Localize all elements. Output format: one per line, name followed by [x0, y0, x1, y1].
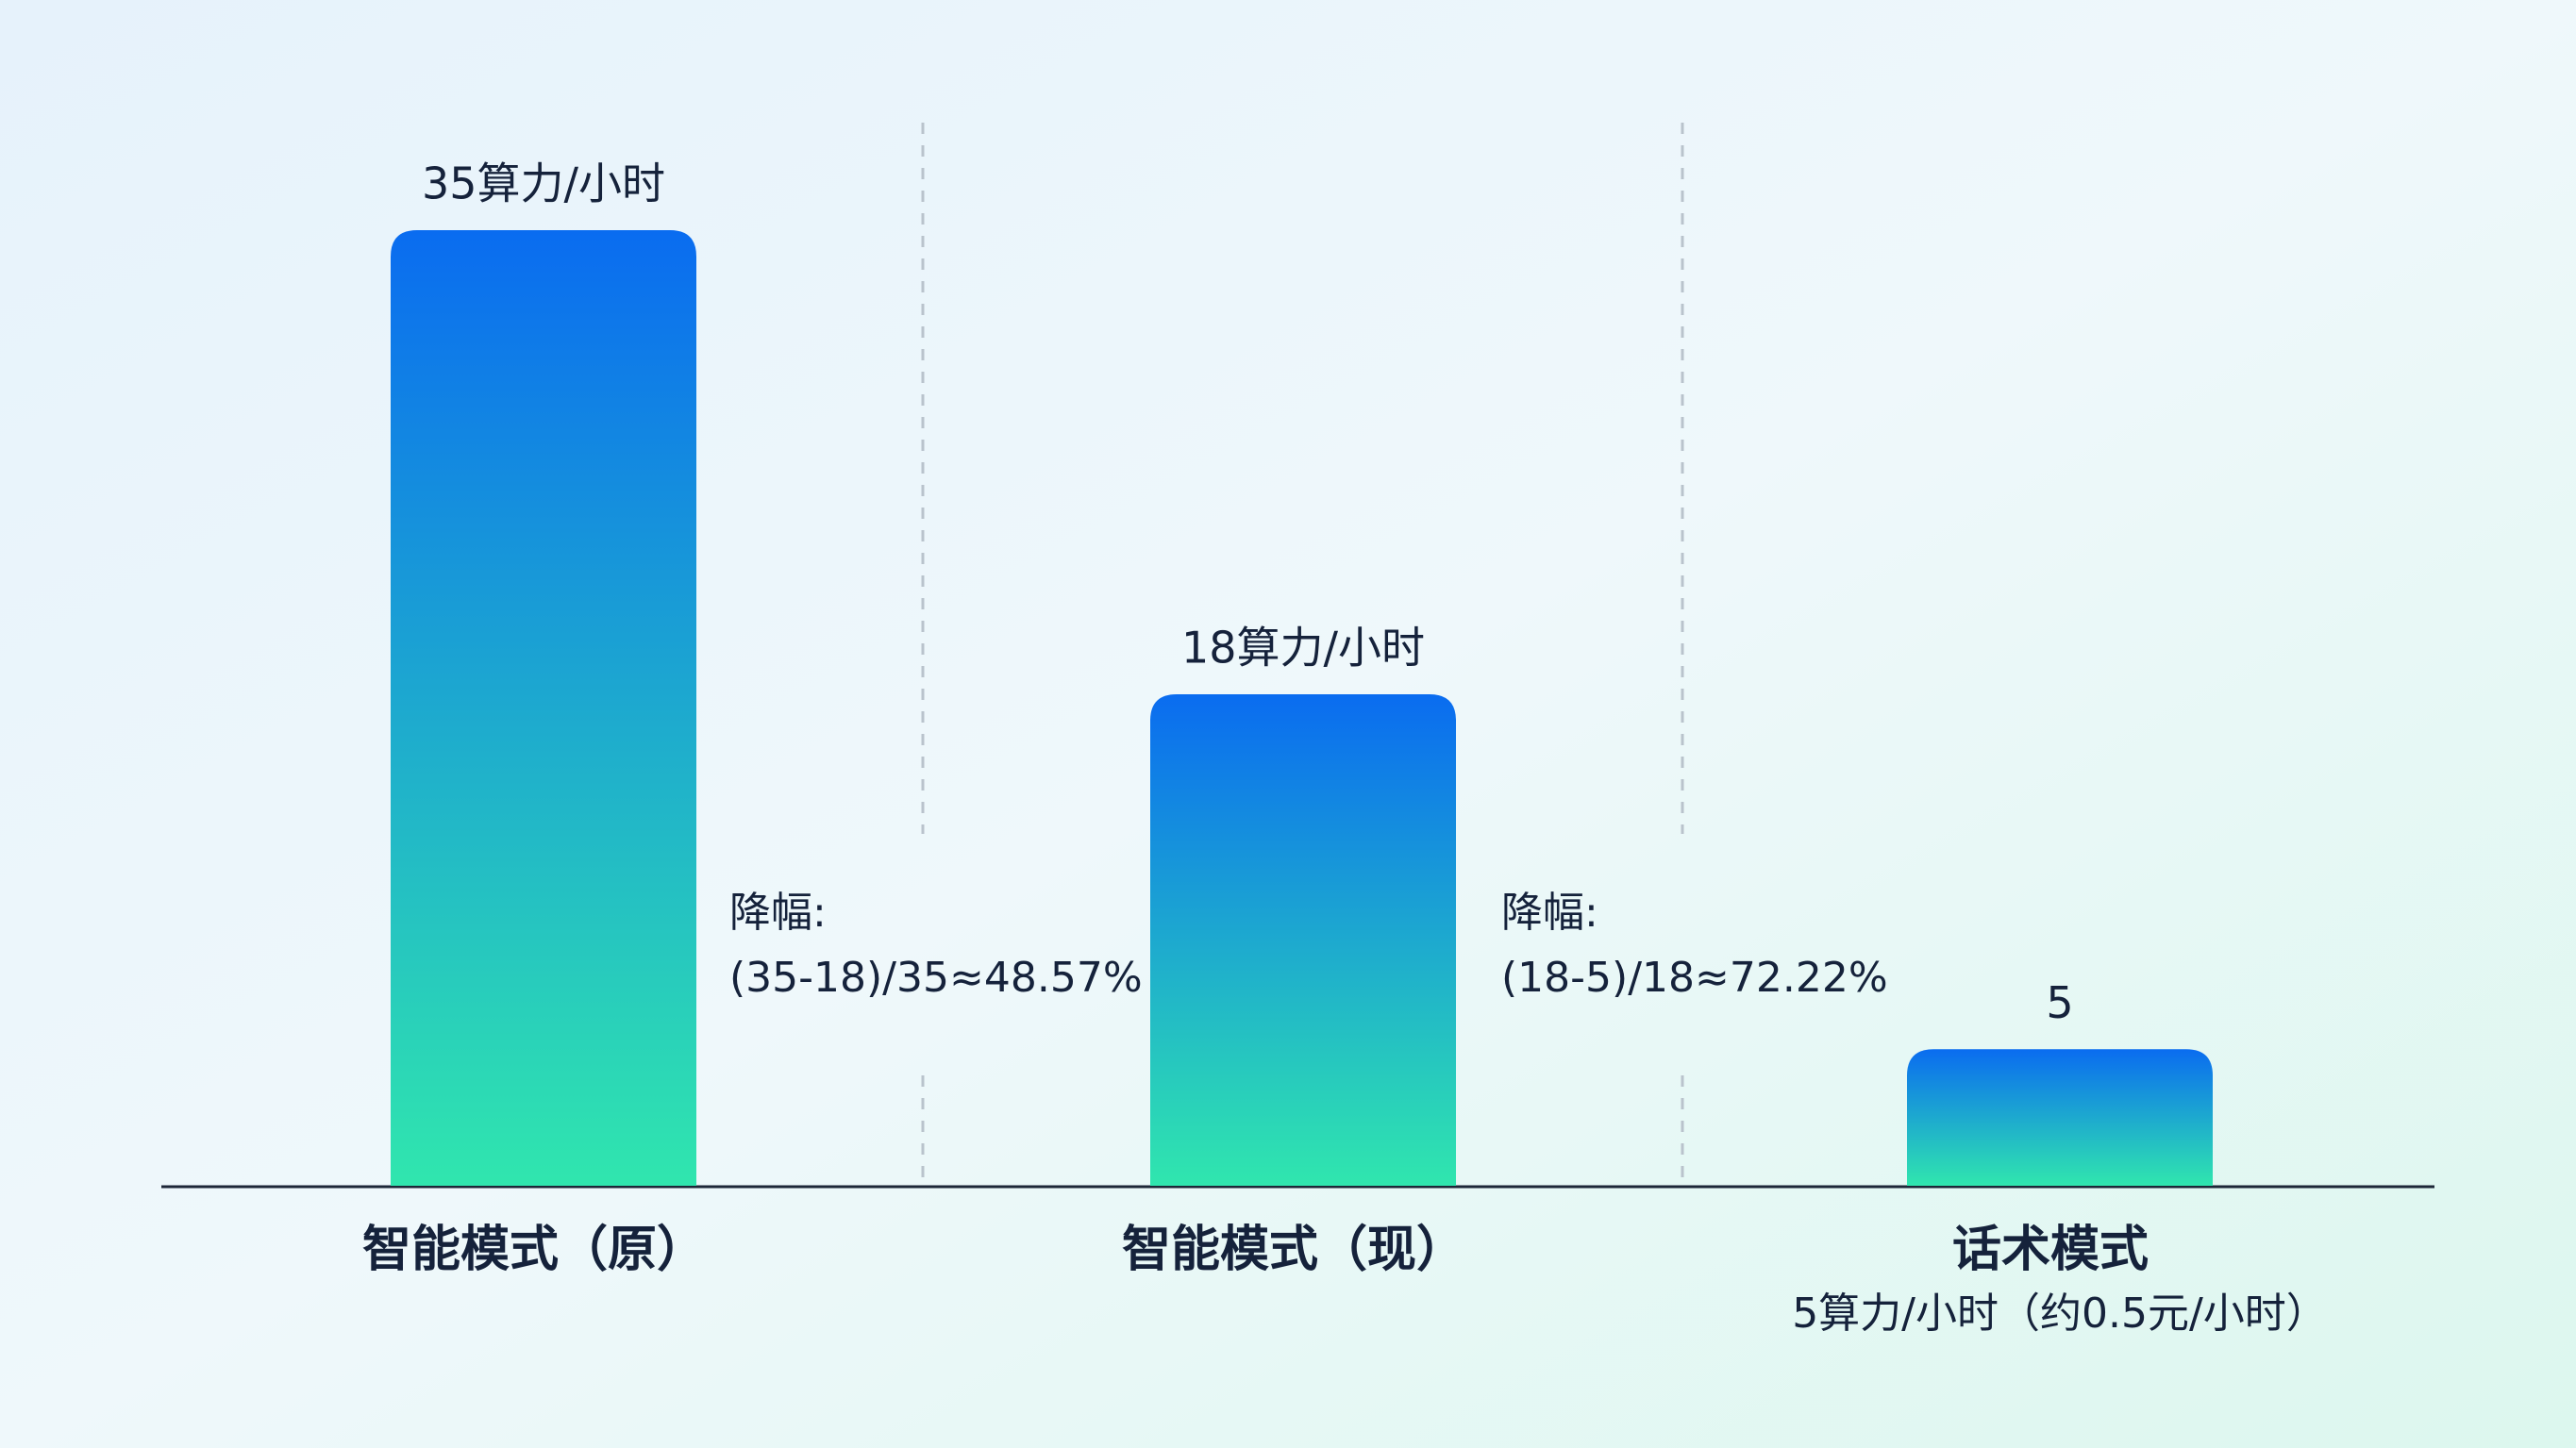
category-note: 5算力/小时（约0.5元/小时）: [1792, 1290, 2328, 1338]
annotation-text: (18-5)/18≈72.22%: [1501, 954, 1888, 1002]
bar: [1150, 694, 1456, 1186]
x-tick-label: 智能模式（现）: [1122, 1222, 1465, 1278]
x-tick-label: 智能模式（原）: [362, 1222, 706, 1278]
x-tick-label: 话术模式: [1952, 1222, 2149, 1278]
value-label: 18算力/小时: [1181, 623, 1425, 674]
bar: [1907, 1049, 2213, 1186]
annotation-title: 降幅:: [1501, 889, 1598, 937]
value-label: 5: [2046, 977, 2073, 1028]
value-label: 35算力/小时: [422, 158, 665, 209]
annotation-title: 降幅:: [729, 889, 827, 937]
bar: [391, 230, 696, 1186]
separators: [921, 123, 1684, 1186]
annotation-text: (35-18)/35≈48.57%: [729, 954, 1143, 1002]
